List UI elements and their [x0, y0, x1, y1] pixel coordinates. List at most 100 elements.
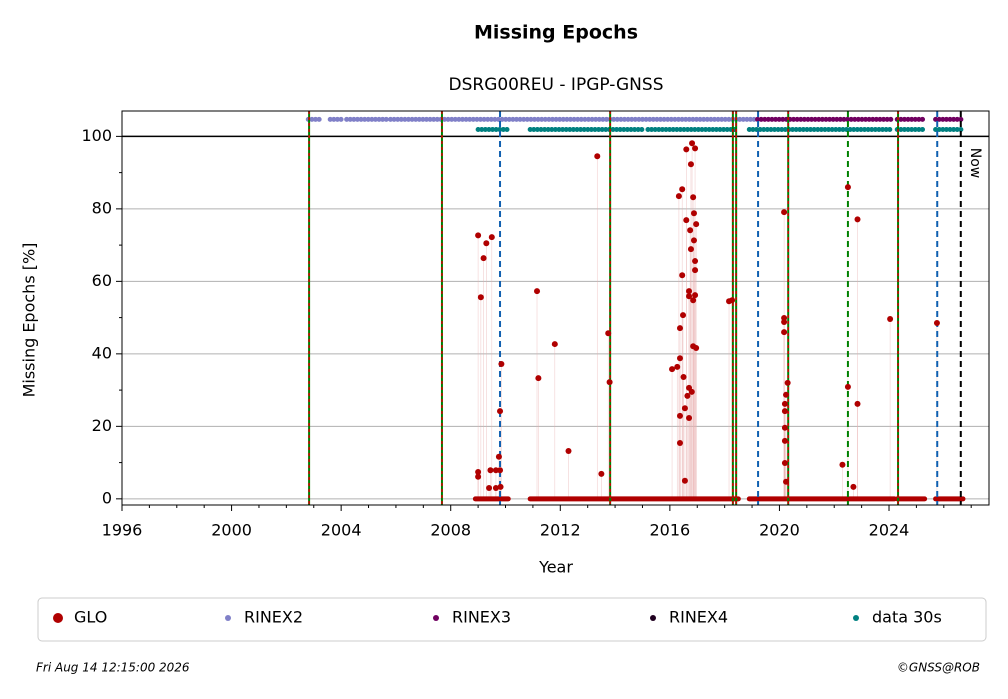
data-point	[681, 477, 688, 484]
data-point	[684, 392, 691, 399]
data-point	[839, 461, 846, 468]
data-point	[781, 400, 788, 407]
legend-label: data 30s	[872, 608, 942, 627]
data-point	[687, 246, 694, 253]
data-point	[497, 467, 504, 474]
data-point	[677, 412, 684, 419]
data-point	[679, 272, 686, 279]
data-point	[486, 484, 493, 491]
y-axis-label: Missing Epochs [%]	[20, 243, 39, 398]
data-point	[690, 210, 697, 217]
legend-label: RINEX4	[669, 608, 728, 627]
data-point	[488, 234, 495, 241]
data-point	[687, 227, 694, 234]
data-point	[495, 453, 502, 460]
x-tick-label: 2020	[759, 521, 800, 540]
legend	[37, 597, 987, 642]
data-point	[854, 216, 861, 223]
y-tick-label: 40	[92, 343, 112, 362]
data-point	[692, 258, 699, 265]
data-point	[487, 467, 494, 474]
legend-marker	[53, 613, 63, 623]
data-point	[680, 374, 687, 381]
data-point	[477, 294, 484, 301]
x-tick-label: 2012	[540, 521, 581, 540]
data-point	[669, 366, 676, 373]
legend-label: RINEX2	[244, 608, 303, 627]
data-point	[675, 193, 682, 200]
data-point	[480, 255, 487, 262]
x-tick-label: 2004	[321, 521, 362, 540]
legend-label: GLO	[74, 608, 107, 627]
legend-marker	[433, 615, 439, 621]
data-point	[680, 312, 687, 319]
plot-frame	[121, 110, 990, 506]
data-point	[594, 153, 601, 160]
data-point	[686, 415, 693, 422]
x-axis-label: Year	[538, 558, 573, 577]
data-point	[686, 288, 693, 295]
data-point	[497, 483, 504, 490]
x-tick-label: 2008	[430, 521, 471, 540]
data-point	[689, 140, 696, 147]
data-point	[687, 161, 694, 168]
data-point	[933, 320, 940, 327]
data-point	[606, 379, 613, 386]
data-point	[844, 383, 851, 390]
legend-label: RINEX3	[452, 608, 511, 627]
x-tick-label: 2024	[869, 521, 910, 540]
y-tick-label: 100	[81, 126, 112, 145]
x-tick-label: 2000	[211, 521, 252, 540]
credit: ©GNSS@ROB	[897, 661, 980, 675]
event-label: Now	[967, 148, 983, 179]
x-tick-label: 1996	[102, 521, 143, 540]
data-point	[781, 408, 788, 415]
data-point	[551, 341, 558, 348]
y-tick-label: 60	[92, 271, 112, 290]
chart-title: Missing Epochs	[474, 22, 638, 44]
legend-marker	[853, 615, 859, 621]
data-point	[781, 329, 788, 336]
data-point	[492, 484, 499, 491]
data-point	[690, 237, 697, 244]
data-point	[781, 318, 788, 325]
data-point	[498, 361, 505, 368]
data-point	[681, 405, 688, 412]
data-point	[679, 186, 686, 193]
data-point	[783, 391, 790, 398]
legend-marker	[225, 615, 231, 621]
data-point	[534, 288, 541, 295]
data-point	[688, 388, 695, 395]
data-point	[783, 478, 790, 485]
data-point	[535, 375, 542, 382]
timestamp: Fri Aug 14 12:15:00 2026	[36, 661, 190, 675]
data-point	[598, 470, 605, 477]
data-point	[683, 217, 690, 224]
data-point	[781, 424, 788, 431]
data-point	[492, 467, 499, 474]
legend-marker	[650, 615, 656, 621]
data-point	[475, 473, 482, 480]
data-point	[729, 297, 736, 304]
data-point	[683, 146, 690, 153]
data-point	[605, 330, 612, 337]
data-point	[677, 355, 684, 362]
data-point	[497, 408, 504, 415]
data-point	[854, 400, 861, 407]
data-point	[690, 194, 697, 201]
data-point	[686, 293, 693, 300]
data-point	[690, 297, 697, 304]
data-point	[692, 145, 699, 152]
data-point	[677, 440, 684, 447]
data-point	[781, 209, 788, 216]
data-point	[781, 459, 788, 466]
data-point	[850, 483, 857, 490]
x-tick-label: 2016	[650, 521, 691, 540]
data-point	[475, 469, 482, 476]
data-point	[693, 221, 700, 228]
data-point	[674, 363, 681, 370]
chart-subtitle: DSRG00REU - IPGP-GNSS	[449, 75, 664, 95]
data-point	[692, 292, 699, 299]
